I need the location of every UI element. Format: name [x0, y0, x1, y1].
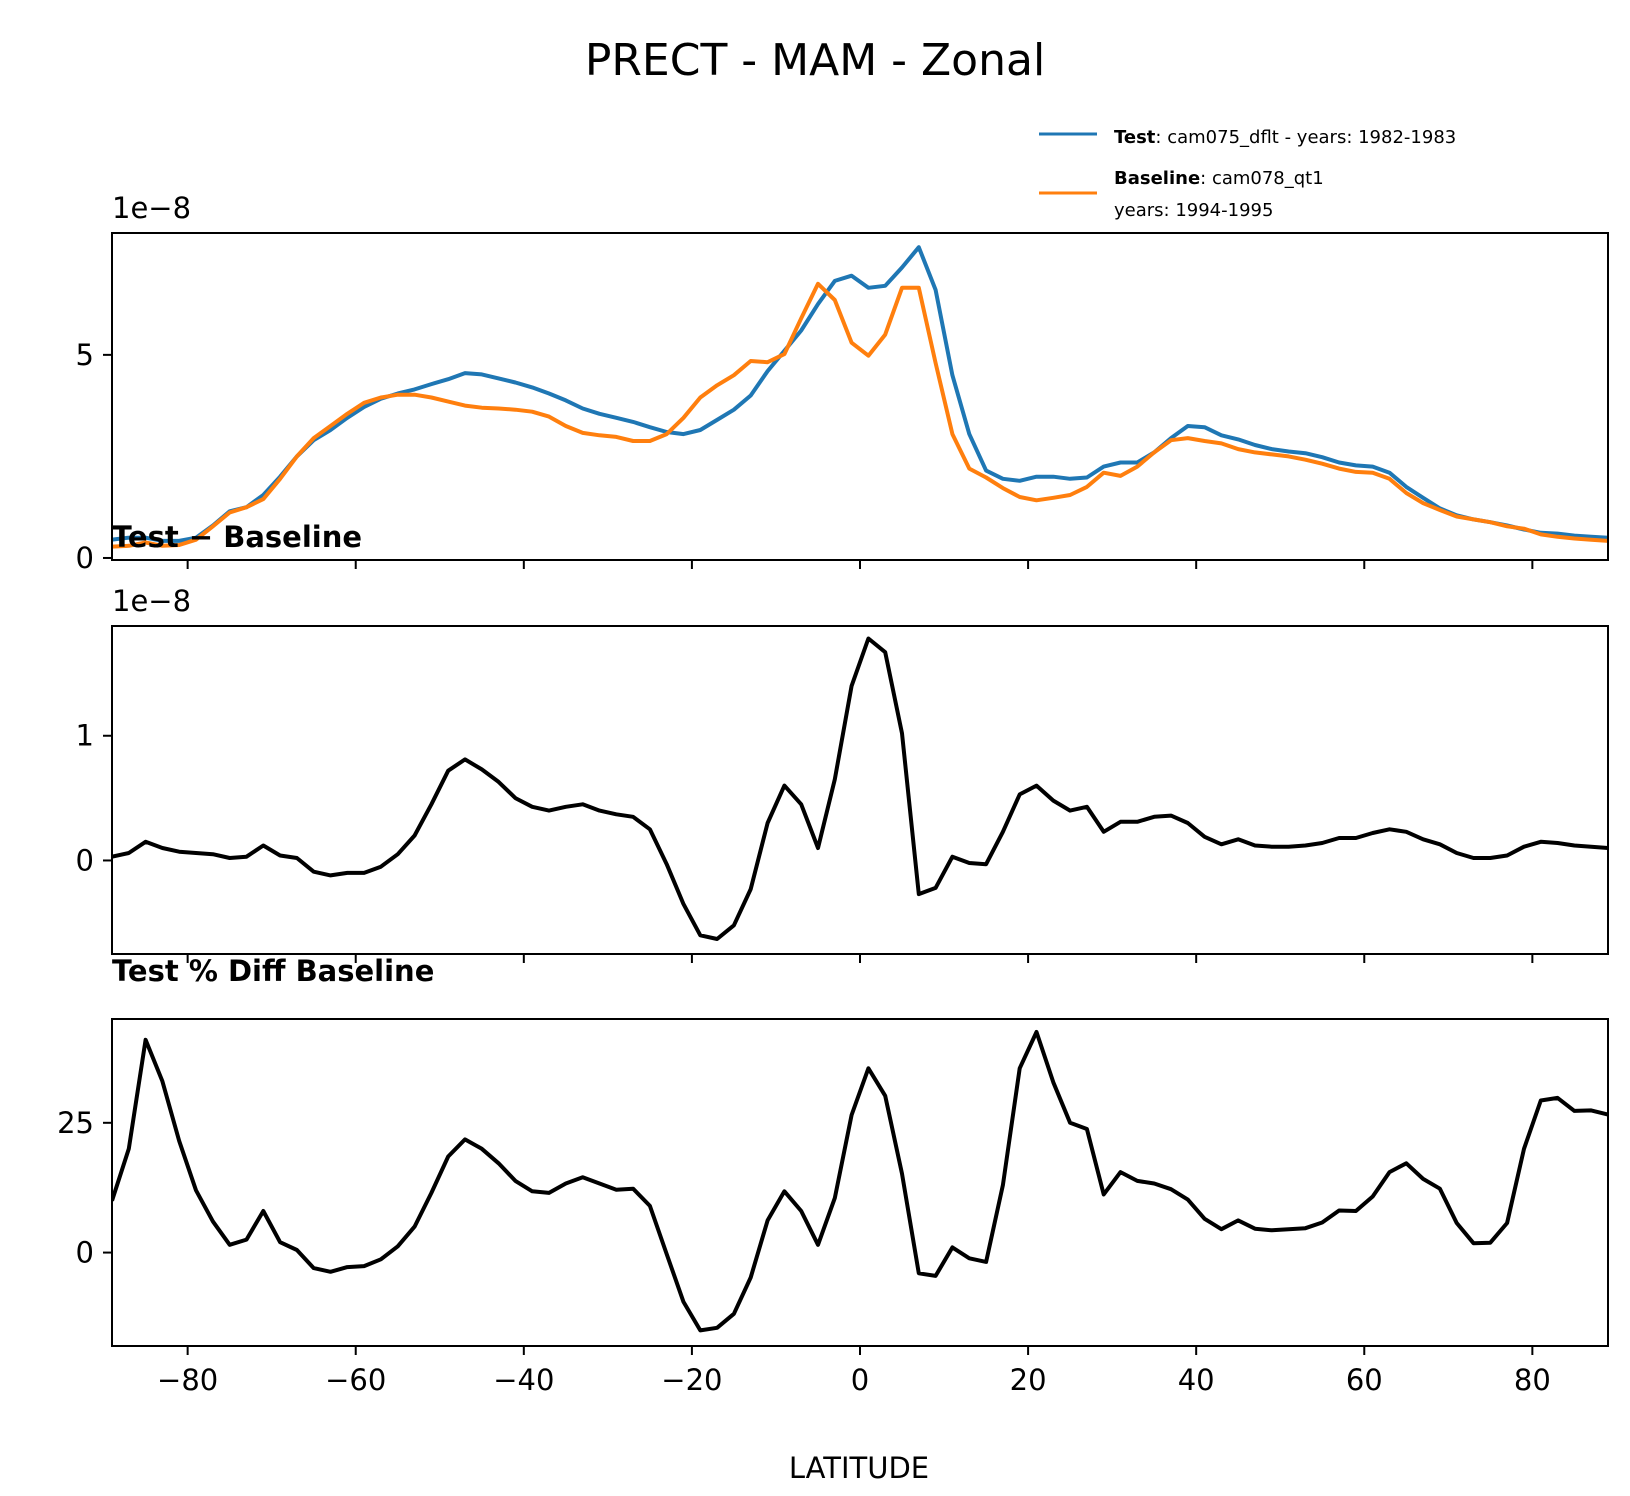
panel-percent-diff: Test % Diff Baseline LATITUDE 0 25 −80 −60 −… [57, 954, 1608, 1485]
x-tick-label-5: 20 [1010, 1363, 1047, 1397]
chart-figure: PRECT - MAM - Zonal 1e−8 Test: cam075_df… [0, 0, 1630, 1496]
x-axis-label: LATITUDE [789, 1451, 929, 1485]
x-tick-label-2: −40 [493, 1363, 554, 1397]
panel-2-offset-label: 1e−8 [112, 584, 191, 618]
panel-1-offset-label: 1e−8 [112, 191, 191, 225]
x-tick-label-6: 40 [1178, 1363, 1215, 1397]
chart-title: PRECT - MAM - Zonal [585, 35, 1045, 86]
x-tick-label-1: −60 [325, 1363, 386, 1397]
y-tick-label-zonal-1: 5 [76, 338, 94, 372]
y-tick-label-pctdiff-1: 25 [57, 1106, 94, 1140]
x-tick-label-0: −80 [157, 1363, 218, 1397]
legend-baseline-label: Baseline: cam078_qt1 [1114, 168, 1324, 189]
series-line-zonal-0 [112, 247, 1608, 541]
x-tick-label-4: 0 [851, 1363, 869, 1397]
panel-2-title: Test − Baseline [112, 520, 362, 554]
legend-test-label: Test: cam075_dflt - years: 1982-1983 [1114, 127, 1456, 148]
panel-zonal-mean: 1e−8 Test: cam075_dflt - years: 1982-198… [76, 127, 1608, 575]
legend-baseline-bold: Baseline [1114, 168, 1200, 189]
panel-test-minus-baseline: Test − Baseline 1e−8 0 1 [76, 520, 1608, 963]
y-tick-label-diff-0: 0 [76, 843, 94, 877]
panel-3-title: Test % Diff Baseline [112, 954, 434, 988]
x-tick-label-7: 60 [1346, 1363, 1383, 1397]
series-line-zonal-1 [112, 284, 1608, 547]
y-tick-label-zonal-0: 0 [76, 541, 94, 575]
legend-baseline-years: years: 1994-1995 [1114, 200, 1273, 221]
x-tick-label-3: −20 [661, 1363, 722, 1397]
series-line-diff-0 [112, 639, 1608, 940]
legend-test-bold: Test [1114, 127, 1156, 148]
series-line-pctdiff-0 [112, 1032, 1608, 1330]
axes-frame-diff [112, 626, 1608, 954]
y-tick-label-diff-1: 1 [76, 719, 94, 753]
legend-test-rest: : cam075_dflt - years: 1982-1983 [1155, 127, 1456, 148]
x-tick-label-8: 80 [1514, 1363, 1551, 1397]
y-tick-label-pctdiff-0: 0 [76, 1236, 94, 1270]
legend-baseline-rest: : cam078_qt1 [1200, 168, 1324, 189]
legend: Test: cam075_dflt - years: 1982-1983 Bas… [1039, 127, 1456, 221]
